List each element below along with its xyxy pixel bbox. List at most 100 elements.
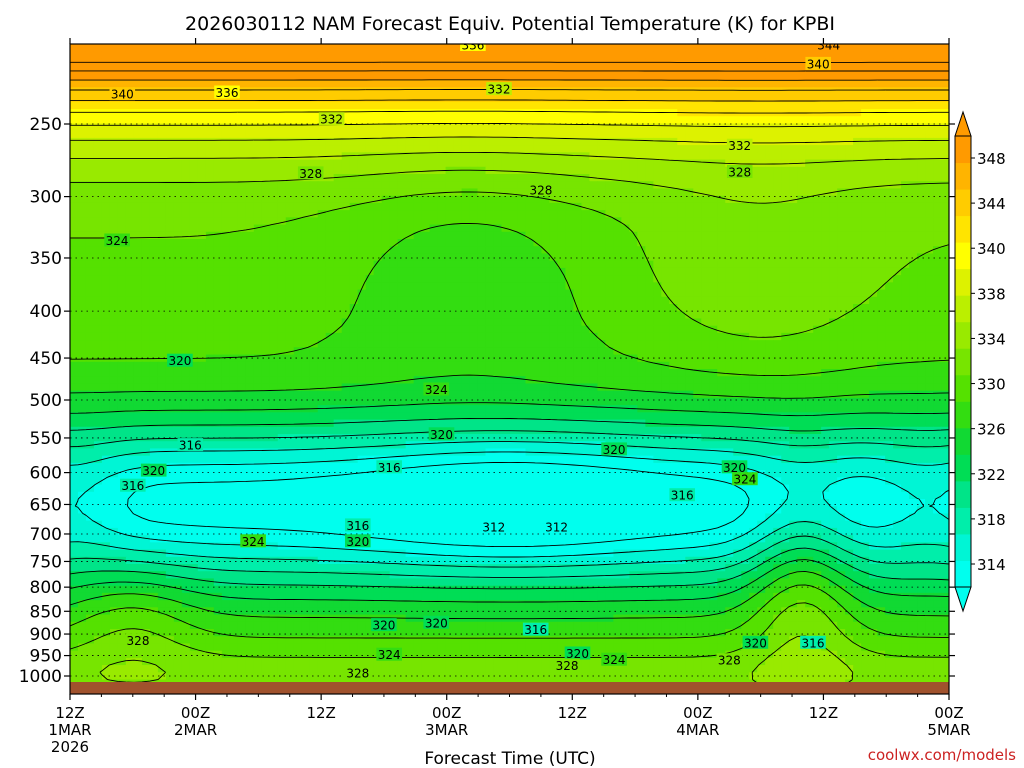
field-cell	[541, 340, 550, 348]
field-cell	[893, 145, 902, 153]
field-cell	[86, 44, 95, 52]
field-cell	[486, 282, 495, 290]
field-cell	[254, 246, 263, 254]
field-cell	[94, 109, 103, 117]
field-cell	[206, 73, 215, 81]
field-cell	[166, 102, 175, 110]
field-cell	[486, 123, 495, 131]
field-cell	[358, 340, 367, 348]
field-cell	[573, 333, 582, 341]
field-cell	[717, 145, 726, 153]
field-cell	[813, 355, 822, 363]
field-cell	[781, 131, 790, 139]
field-cell	[222, 160, 231, 168]
field-cell	[733, 347, 742, 355]
field-cell	[629, 268, 638, 276]
field-cell	[86, 102, 95, 110]
field-cell	[757, 290, 766, 298]
field-cell	[517, 116, 526, 124]
field-cell	[749, 239, 758, 247]
field-cell	[933, 275, 942, 283]
field-cell	[861, 355, 870, 363]
field-cell	[717, 246, 726, 254]
field-cell	[781, 203, 790, 211]
field-cell	[94, 239, 103, 247]
field-cell	[470, 210, 479, 218]
field-cell	[182, 152, 191, 160]
field-cell	[414, 210, 423, 218]
field-cell	[86, 80, 95, 88]
field-cell	[342, 347, 351, 355]
field-cell	[382, 138, 391, 146]
field-cell	[198, 80, 207, 88]
field-cell	[613, 239, 622, 247]
field-cell	[342, 318, 351, 326]
field-cell	[837, 304, 846, 312]
field-cell	[150, 44, 159, 52]
field-cell	[246, 297, 255, 305]
field-cell	[893, 304, 902, 312]
field-cell	[110, 210, 119, 218]
field-cell	[182, 138, 191, 146]
field-cell	[613, 87, 622, 95]
field-cell	[478, 138, 487, 146]
field-cell	[653, 239, 662, 247]
field-cell	[941, 44, 950, 52]
field-cell	[725, 232, 734, 240]
field-cell	[430, 275, 439, 283]
field-cell	[565, 246, 574, 254]
field-cell	[549, 217, 558, 225]
field-cell	[605, 203, 614, 211]
field-cell	[278, 311, 287, 319]
field-cell	[214, 297, 223, 305]
field-cell	[158, 318, 167, 326]
field-cell	[717, 217, 726, 225]
field-cell	[478, 87, 487, 95]
field-cell	[885, 261, 894, 269]
field-cell	[653, 225, 662, 233]
field-cell	[446, 333, 455, 341]
field-cell	[382, 225, 391, 233]
field-cell	[134, 261, 143, 269]
field-cell	[549, 51, 558, 59]
field-cell	[677, 253, 686, 261]
field-cell	[182, 102, 191, 110]
field-cell	[294, 239, 303, 247]
field-cell	[326, 145, 335, 153]
field-cell	[669, 355, 678, 363]
field-cell	[246, 109, 255, 117]
field-cell	[246, 181, 255, 189]
field-cell	[150, 225, 159, 233]
field-cell	[605, 362, 614, 370]
field-cell	[837, 217, 846, 225]
field-cell	[533, 318, 542, 326]
field-cell	[230, 167, 239, 175]
field-cell	[430, 152, 439, 160]
field-cell	[278, 268, 287, 276]
field-cell	[573, 304, 582, 312]
field-cell	[158, 210, 167, 218]
field-cell	[861, 362, 870, 370]
field-cell	[70, 318, 79, 326]
field-cell	[877, 95, 886, 103]
field-cell	[773, 80, 782, 88]
field-cell	[909, 73, 918, 81]
field-cell	[150, 167, 159, 175]
field-cell	[597, 160, 606, 168]
field-cell	[677, 116, 686, 124]
field-cell	[406, 275, 415, 283]
field-cell	[661, 203, 670, 211]
field-cell	[589, 326, 598, 334]
field-cell	[741, 232, 750, 240]
field-cell	[190, 87, 199, 95]
field-cell	[725, 290, 734, 298]
field-cell	[557, 160, 566, 168]
field-cell	[214, 44, 223, 52]
field-cell	[917, 44, 926, 52]
field-cell	[246, 326, 255, 334]
field-cell	[422, 261, 431, 269]
field-cell	[294, 131, 303, 139]
field-cell	[270, 362, 279, 370]
field-cell	[94, 87, 103, 95]
field-cell	[166, 318, 175, 326]
